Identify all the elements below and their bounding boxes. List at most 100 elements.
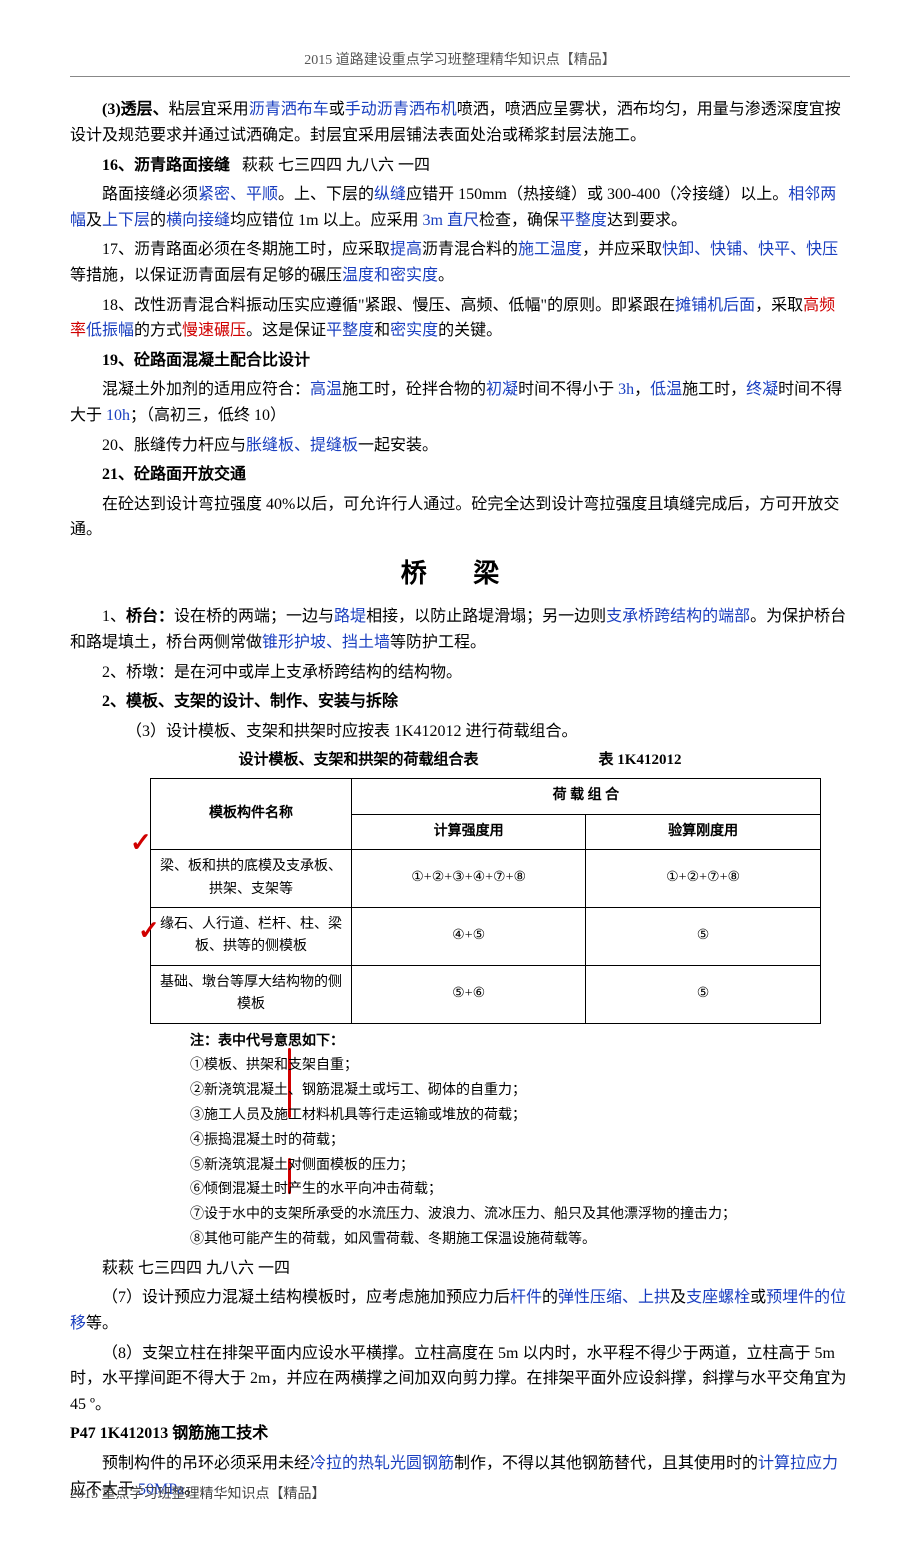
blue-term: 手动沥青洒布机 [345,101,457,118]
cell-name: 缘石、人行道、栏杆、柱、梁板、拱等的侧模板 [151,908,352,966]
text: 20、胀缝传力杆应与 [102,437,246,454]
th-sub2: 验算刚度用 [586,814,820,849]
blue-term: 低振幅 [86,322,134,339]
text: 18、改性沥青混合料振动压实应遵循"紧跟、慢压、高频、低幅"的原则。即紧跟在 [102,297,675,314]
text: 均应错位 1m 以上。应采用 [230,212,422,229]
num-3: (3) [102,101,121,118]
blue-term: 纵缝 [374,186,406,203]
text: ，并应采取 [582,241,662,258]
cell-c2: ①+②+⑦+⑧ [586,850,820,908]
note-line: ③施工人员及施工材料机具等行走运输或堆放的荷载； [190,1104,850,1128]
note-line: ②新浇筑混凝土、钢筋混凝土或圬工、砌体的自重力； [190,1079,850,1103]
text: 检查，确保 [479,212,559,229]
bridge-heading-2: 2、模板、支架的设计、制作、安装与拆除 [70,689,850,715]
term-touceng: 透层、 [121,101,169,118]
text: 制作，不得以其他钢筋替代，且其使用时的 [454,1455,758,1472]
text: 及 [86,212,102,229]
table-notes: 注：表中代号意思如下： ①模板、拱架和支架自重； ②新浇筑混凝土、钢筋混凝土或圬… [190,1030,850,1252]
blue-term: 路堤 [334,608,366,625]
heading-21: 21、砼路面开放交通 [70,462,850,488]
blue-term: 摊铺机后面 [675,297,755,314]
heading-16: 16、沥青路面接缝 [102,157,230,174]
paragraph-20: 20、胀缝传力杆应与胀缝板、提缝板一起安装。 [70,433,850,459]
text: 相接，以防止路堤滑塌；另一边则 [366,608,606,625]
blue-term: 弹性压缩、上拱 [558,1289,670,1306]
section-bridge-title: 桥 梁 [70,553,850,595]
note-line: ④振捣混凝土时的荷载； [190,1129,850,1153]
blue-term: 施工温度 [518,241,582,258]
text: 的 [150,212,166,229]
text: 时间不得小于 [518,381,618,398]
page-footer: 2015 重点学习班整理精华知识点【精品】 [70,1484,326,1506]
paragraph-16-body: 路面接缝必须紧密、平顺。上、下层的纵缝应错开 150mm（热接缝）或 300-4… [70,182,850,233]
blue-term: 冷拉的热轧光圆钢筋 [310,1455,454,1472]
text: 施工时， [682,381,746,398]
table-wrap: ✓ ✓ 模板构件名称 荷 载 组 合 计算强度用 验算刚度用 梁、板和拱的底模及… [70,778,850,1023]
author-tag: 萩萩 七三四四 九八六 一四 [242,157,430,174]
text: 等防护工程。 [390,634,486,651]
table-row: 梁、板和拱的底模及支承板、拱架、支架等 ①+②+③+④+⑦+⑧ ①+②+⑦+⑧ [151,850,821,908]
blue-term: 快卸、快铺、快平、快压 [662,241,838,258]
text: 设在桥的两端；一边与 [174,608,334,625]
text: 混凝土外加剂的适用应符合： [102,381,310,398]
cell-c1: ④+⑤ [351,908,585,966]
text: 或 [750,1289,766,1306]
cell-name: 基础、墩台等厚大结构物的侧模板 [151,965,352,1023]
blue-term: 沥青洒布车 [249,101,329,118]
blue-term: 终凝 [746,381,778,398]
bridge-p1: 1、桥台：设在桥的两端；一边与路堤相接，以防止路堤滑塌；另一边则支承桥跨结构的端… [70,604,850,655]
note-line: ⑧其他可能产生的荷载，如风雪荷载、冬期施工保温设施荷载等。 [190,1228,850,1252]
blue-term: 杆件 [510,1289,542,1306]
text: ， [634,381,650,398]
paragraph-8: （8）支架立柱在排架平面内应设水平横撑。立柱高度在 5m 以内时，水平程不得少于… [70,1341,850,1418]
paragraph-7: （7）设计预应力混凝土结构模板时，应考虑施加预应力后杆件的弹性压缩、上拱及支座螺… [70,1285,850,1336]
note-line: ⑥倾倒混凝土时产生的水平向冲击荷载； [190,1178,850,1202]
blue-term: 横向接缝 [166,212,230,229]
cell-c2: ⑤ [586,965,820,1023]
red-term: 慢速碾压 [182,322,246,339]
blue-term: 3m 直尺 [423,212,479,229]
paragraph-3: (3)透层、粘层宜采用沥青洒布车或手动沥青洒布机喷洒，喷洒应呈雾状，洒布均匀，用… [70,97,850,148]
table-row: 基础、墩台等厚大结构物的侧模板 ⑤+⑥ ⑤ [151,965,821,1023]
text: 或 [329,101,345,118]
text: 和 [374,322,390,339]
note-line: ⑤新浇筑混凝土对侧面模板的压力； [190,1154,850,1178]
table-caption-right: 表 1K412012 [599,748,682,772]
text: 路面接缝必须 [102,186,198,203]
cell-c1: ①+②+③+④+⑦+⑧ [351,850,585,908]
blue-term: 紧密、平顺 [198,186,278,203]
document-page: 2015 道路建设重点学习班整理精华知识点【精品】 (3)透层、粘层宜采用沥青洒… [0,0,920,1546]
text: 及 [670,1289,686,1306]
text: ，采取 [755,297,803,314]
load-combination-table: 模板构件名称 荷 载 组 合 计算强度用 验算刚度用 梁、板和拱的底模及支承板、… [150,778,821,1023]
text: 达到要求。 [607,212,687,229]
text: 。上、下层的 [278,186,374,203]
bridge-p2-sub: （3）设计模板、支架和拱架时应按表 1K412012 进行荷载组合。 [70,719,850,745]
blue-term: 计算拉应力 [758,1455,838,1472]
blue-term: 10h [106,407,130,424]
blue-term: 上下层 [102,212,150,229]
cell-name: 梁、板和拱的底模及支承板、拱架、支架等 [151,850,352,908]
text: 的关键。 [438,322,502,339]
heading-p47: P47 1K412013 钢筋施工技术 [70,1421,850,1447]
bridge-p1b: 2、桥墩：是在河中或岸上支承桥跨结构的结构物。 [70,660,850,686]
red-checkmark-icon: ✓ [138,910,160,952]
text: 。这是保证 [246,322,326,339]
table-caption: 设计模板、支架和拱架的荷载组合表 表 1K412012 [70,748,850,772]
text: 等。 [86,1315,118,1332]
text: 沥青混合料的 [422,241,518,258]
text: 等措施，以保证沥青面层有足够的碾压 [70,267,342,284]
blue-term: 锥形护坡、挡土墙 [262,634,390,651]
table-caption-left: 设计模板、支架和拱架的荷载组合表 [239,748,479,772]
blue-term: 平整度 [326,322,374,339]
th-sub1: 计算强度用 [351,814,585,849]
blue-term: 提高 [390,241,422,258]
paragraph-17: 17、沥青路面必须在冬期施工时，应采取提高沥青混合料的施工温度，并应采取快卸、快… [70,237,850,288]
text: 的方式 [134,322,182,339]
notes-title: 注：表中代号意思如下： [190,1030,850,1054]
note-line: ⑦设于水中的支架所承受的水流压力、波浪力、流冰压力、船只及其他漂浮物的撞击力； [190,1203,850,1227]
text: 粘层宜采用 [169,101,249,118]
table-row: 缘石、人行道、栏杆、柱、梁板、拱等的侧模板 ④+⑤ ⑤ [151,908,821,966]
text: （7）设计预应力混凝土结构模板时，应考虑施加预应力后 [102,1289,510,1306]
text: 。 [438,267,454,284]
